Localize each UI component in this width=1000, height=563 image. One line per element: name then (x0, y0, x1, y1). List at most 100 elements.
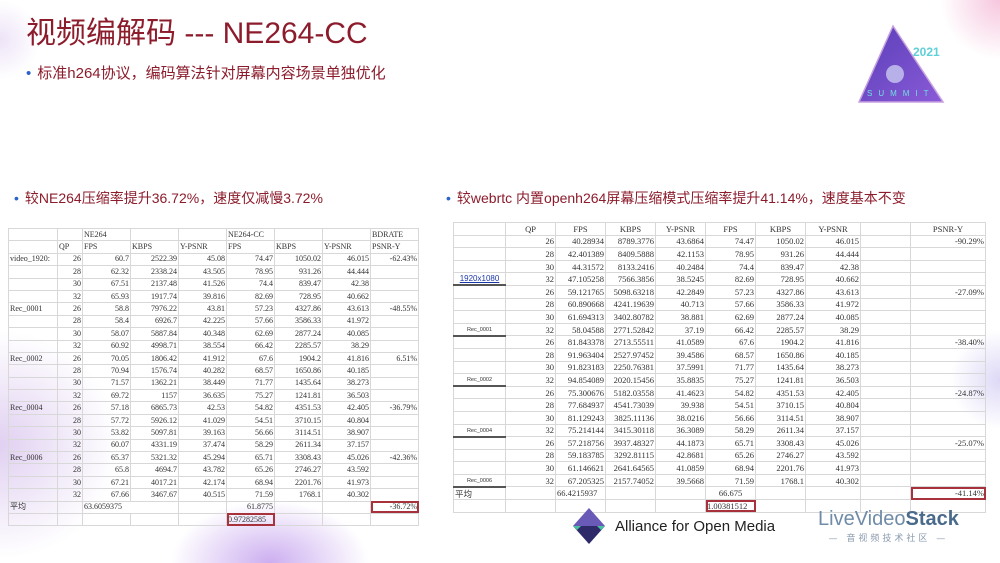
header-row: NE264 NE264-CC BDRATE (8, 227, 419, 242)
table-cell: 37.5991 (655, 360, 706, 375)
background-decoration (0, 0, 40, 80)
table-cell: 42.225 (178, 314, 227, 329)
table-cell: 65.26 (226, 463, 275, 477)
table-cell: 26 (57, 351, 83, 366)
table-cell: 3467.67 (130, 488, 179, 502)
group-label: 1920x1080 (453, 272, 506, 287)
table-row: 30 58.07 5887.84 40.348 62.69 2877.24 40.085 (8, 327, 419, 341)
table-cell (8, 289, 58, 304)
table-cell: 44.444 (322, 265, 371, 279)
table-cell: 36.503 (805, 373, 861, 387)
table-cell: 78.95 (226, 265, 275, 279)
table-cell: 44.1873 (655, 436, 706, 450)
table-cell (860, 398, 911, 412)
table-cell: 58.04588 (555, 322, 606, 337)
table-row: video_1920: 26 60.7 2522.39 45.08 74.47 1050.0… (8, 252, 419, 267)
table-cell (130, 512, 179, 527)
table-cell (910, 360, 986, 375)
table-cell: 42.2849 (655, 284, 706, 299)
table-cell: 42.174 (178, 475, 227, 490)
table-row: 30 67.21 4017.21 42.174 68.94 2201.76 41.973 (8, 475, 419, 490)
table-cell (8, 512, 58, 527)
table-cell: 68.57 (226, 364, 275, 378)
table-cell: 42.401389 (555, 247, 606, 261)
table-cell: 43.81 (178, 302, 227, 316)
table-row: 32 67.66 3467.67 40.515 71.59 1768.1 40.302 (8, 488, 419, 502)
table-cell (910, 499, 986, 513)
table-cell: 38.907 (805, 410, 861, 425)
table-row: 26 81.843378 2713.55511 41.0589 67.6 1904.2 41… (453, 335, 986, 349)
table-cell: -48.55% (370, 302, 419, 316)
table-cell: 40.282 (178, 364, 227, 378)
header-cell: BDRATE (370, 227, 419, 242)
table-cell (910, 373, 986, 387)
header-cell: NE264-CC (226, 227, 275, 242)
table-cell: 61.694313 (555, 310, 606, 324)
table-cell: 40.515 (178, 488, 227, 502)
table-cell: 43.505 (178, 265, 227, 279)
table-cell: 2611.34 (755, 423, 806, 438)
table-cell (910, 448, 986, 463)
table-cell: 94.854089 (555, 373, 606, 387)
header-cell: KBPS (130, 240, 179, 254)
table-cell: 26 (57, 302, 83, 316)
table-cell (910, 423, 986, 438)
table-cell (910, 347, 986, 362)
table-cell: 41.029 (178, 413, 227, 428)
table-cell: 54.82 (705, 385, 756, 400)
table-cell: 42.405 (322, 401, 371, 415)
table-cell: 67.6 (705, 335, 756, 349)
table-cell: 1917.74 (130, 289, 179, 304)
table-cell (370, 475, 419, 490)
table-cell (8, 488, 58, 502)
group-cell (453, 335, 506, 349)
table-cell (322, 512, 371, 527)
table-cell (178, 500, 227, 515)
svg-text:SUMMIT: SUMMIT (867, 89, 935, 98)
table-cell: 2338.24 (130, 265, 179, 279)
header-cell (8, 227, 58, 242)
table-cell (178, 512, 227, 527)
table-cell: 43.782 (178, 463, 227, 477)
table-cell: 67.6 (226, 351, 275, 366)
table-cell: 67.205325 (555, 473, 606, 488)
table-cell: 931.26 (274, 265, 323, 279)
right-bullet-text: 较webrtc 内置openh264屏幕压缩模式压缩率提升41.14%，速度基本… (456, 190, 906, 206)
table-row: 30 61.146621 2641.64565 41.0859 68.94 2201.76… (453, 461, 986, 475)
table-cell: 30 (57, 376, 83, 391)
table-cell: 5321.32 (130, 451, 179, 465)
table-cell: 1241.81 (755, 373, 806, 387)
table-cell: 40.662 (322, 289, 371, 304)
table-row: 32 65.93 1917.74 39.816 82.69 728.95 40.662 (8, 289, 419, 304)
table-row: 28 42.401389 8409.5888 42.1153 78.95 931.26 44… (453, 247, 986, 261)
table-cell: 67.51 (82, 277, 131, 291)
group-cell (453, 297, 506, 312)
average-fps: 66.4215937 (555, 486, 606, 501)
table-cell (910, 272, 986, 286)
table-cell: 57.23 (226, 302, 275, 316)
table-cell: 81.129243 (555, 410, 606, 425)
table-cell: -24.87% (910, 385, 986, 400)
table-cell (8, 389, 58, 403)
table-cell: 74.47 (705, 234, 756, 249)
table-cell: 1806.42 (130, 351, 179, 366)
table-cell: 30 (57, 277, 83, 291)
table-cell: 42.38 (805, 259, 861, 274)
table-cell: 37.19 (655, 322, 706, 337)
table-cell: 91.963404 (555, 347, 606, 362)
table-cell: 57.66 (705, 297, 756, 312)
table-cell: 43.592 (322, 463, 371, 477)
table-cell: 2746.27 (274, 463, 323, 477)
table-cell: 3710.15 (274, 413, 323, 428)
table-cell: 4017.21 (130, 475, 179, 490)
table-cell: 8789.3776 (605, 234, 656, 249)
table-cell: 728.95 (755, 272, 806, 286)
table-cell (860, 385, 911, 400)
table-cell (57, 500, 83, 515)
table-cell: 43.613 (322, 302, 371, 316)
table-cell: 82.69 (226, 289, 275, 304)
table-cell: Rec_0002 (8, 351, 58, 366)
table-cell: 40.085 (805, 310, 861, 324)
header-row: QP FPS KBPS Y-PSNR FPS KBPS Y-PSNR PSNR-Y (8, 240, 419, 254)
left-bullet-text: 较NE264压缩率提升36.72%，速度仅减慢3.72% (24, 190, 323, 206)
